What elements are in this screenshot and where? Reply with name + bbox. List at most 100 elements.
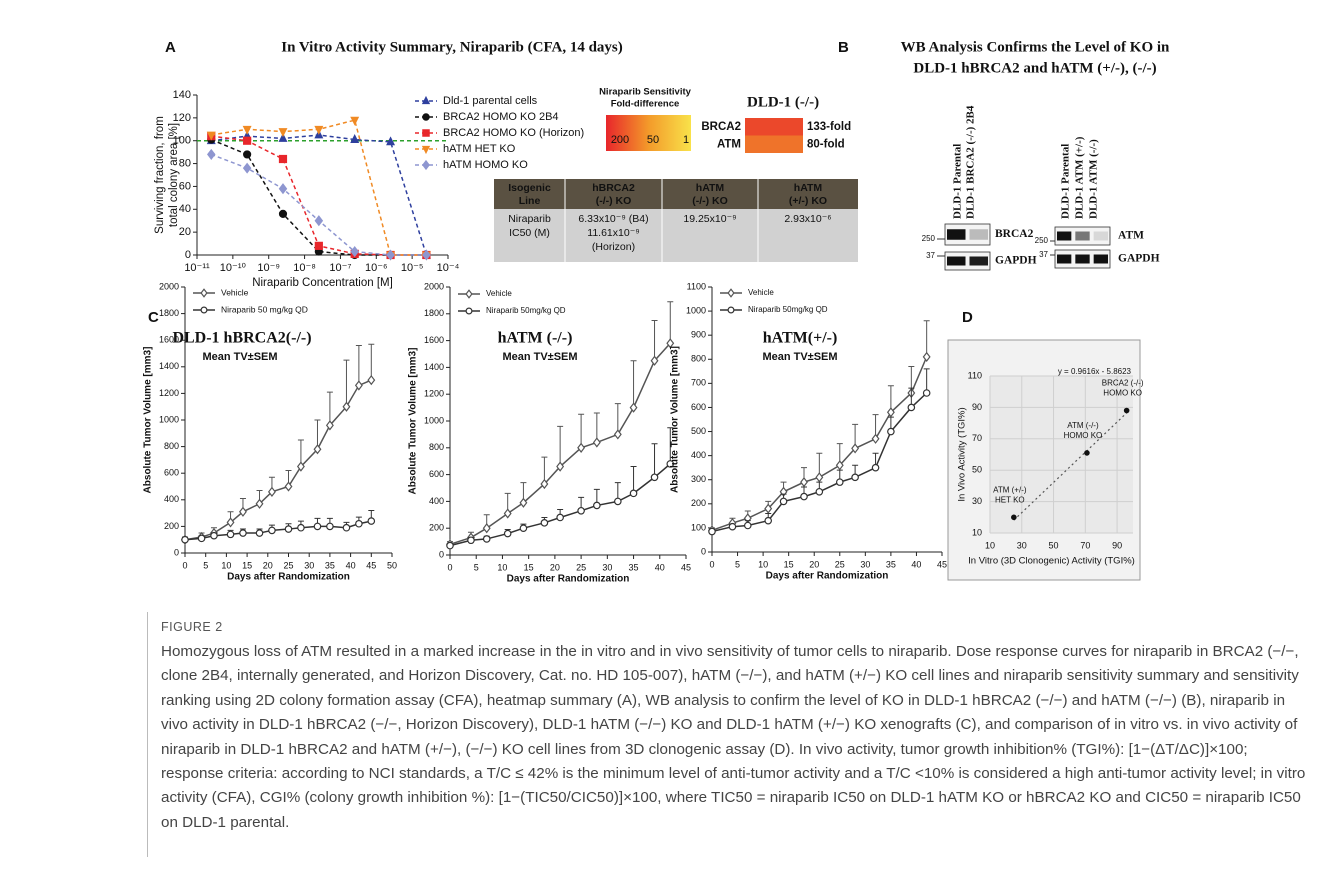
y-tick-label: 500 — [691, 426, 706, 436]
series-line — [211, 154, 426, 255]
marker — [615, 498, 621, 504]
marker — [765, 517, 771, 523]
table-cell: IC50 (M) — [509, 227, 550, 239]
x-tick-label: 15 — [524, 562, 534, 572]
band-label: GAPDH — [1118, 253, 1160, 265]
scale-tick: 50 — [647, 134, 659, 146]
marker — [244, 164, 251, 173]
series-line — [185, 380, 371, 540]
x-tick-label: 10 — [497, 562, 507, 572]
page: {"panel_labels":["A","B","C","D"], "char… — [0, 0, 1322, 878]
y-tick-label: 2000 — [424, 281, 444, 291]
marker — [780, 498, 786, 504]
y-tick-label: 40 — [179, 203, 191, 215]
x-axis-label: Days after Randomization — [766, 571, 889, 582]
lane-label: DLD-1 ATM (+/-) — [1074, 136, 1086, 219]
x-tick-label: 35 — [886, 559, 896, 569]
x-tick-label: 0 — [447, 562, 452, 572]
x-axis-label: Days after Randomization — [507, 574, 630, 585]
chart-subtitle: Mean TV±SEM — [202, 351, 277, 363]
y-tick-label: 1800 — [424, 308, 444, 318]
marker — [484, 524, 490, 532]
table-cell: 6.33x10⁻⁹ (B4) — [578, 213, 648, 225]
y-tick-label: 700 — [691, 378, 706, 388]
x-tick-label: 40 — [911, 559, 921, 569]
series-line — [712, 357, 927, 530]
point-label: ATM (-/-) — [1067, 421, 1099, 430]
marker — [504, 509, 510, 517]
marker — [244, 137, 251, 144]
y-tick-label: 30 — [972, 496, 982, 506]
chart-title: hATM (-/-) — [498, 330, 573, 347]
marker — [466, 290, 472, 297]
y-tick-label: 600 — [429, 469, 444, 479]
x-tick-label: 70 — [1080, 540, 1090, 550]
marker — [466, 308, 472, 314]
x-tick-label: 25 — [576, 562, 586, 572]
mw-marker: 250 — [922, 234, 936, 243]
panel-label: A — [165, 39, 176, 56]
y-tick-label: 800 — [429, 442, 444, 452]
marker — [541, 520, 547, 526]
y-tick-label: 800 — [691, 354, 706, 364]
chart-title: DLD-1 hBRCA2(-/-) — [172, 330, 311, 347]
heatmap-value-label: 80-fold — [807, 139, 845, 151]
y-tick-label: 50 — [972, 465, 982, 475]
legend-label: Vehicle — [748, 288, 774, 297]
x-tick-label: 10⁻⁵ — [401, 262, 424, 274]
point-label: ATM (+/-) — [993, 485, 1027, 494]
y-tick-label: 1200 — [159, 388, 179, 398]
x-tick-label: 0 — [709, 559, 714, 569]
marker — [279, 210, 286, 217]
y-tick-label: 1400 — [159, 361, 179, 371]
chart-title: hATM(+/-) — [763, 330, 838, 347]
legend-label: hATM HOMO KO — [443, 159, 528, 171]
x-tick-label: 45 — [937, 559, 947, 569]
x-tick-label: 5 — [203, 560, 208, 570]
x-tick-label: 30 — [860, 559, 870, 569]
marker — [356, 521, 362, 527]
point — [1124, 408, 1130, 414]
y-tick-label: 900 — [691, 330, 706, 340]
marker — [227, 531, 233, 537]
error-bar — [356, 346, 362, 386]
y-tick-label: 1600 — [424, 335, 444, 345]
y-tick-label: 80 — [179, 157, 191, 169]
marker — [908, 404, 914, 410]
y-tick-label: 400 — [164, 494, 179, 504]
y-axis-label: Surviving fraction, from — [154, 116, 166, 234]
marker — [368, 518, 374, 524]
marker — [709, 528, 715, 534]
lane-label: DLD-1 Parental — [952, 144, 964, 219]
marker — [240, 508, 246, 516]
marker — [327, 523, 333, 529]
marker — [816, 489, 822, 495]
blot-title: WB Analysis Confirms the Level of KO in — [901, 39, 1170, 55]
panel-label: C — [148, 309, 159, 326]
marker — [315, 242, 322, 249]
heatmap-cell — [745, 136, 803, 154]
x-tick-label: 10⁻¹⁰ — [220, 262, 247, 274]
marker — [578, 508, 584, 514]
x-tick-label: 40 — [346, 560, 356, 570]
table-cell: 19.25x10⁻⁹ — [683, 213, 736, 225]
y-tick-label: 100 — [691, 522, 706, 532]
table-header: Line — [519, 195, 541, 207]
y-tick-label: 90 — [972, 402, 982, 412]
legend-label: Niraparib 50 mg/kg QD — [221, 304, 308, 314]
y-tick-label: 110 — [968, 370, 982, 380]
marker — [423, 97, 429, 103]
marker — [279, 129, 286, 136]
marker — [872, 464, 878, 470]
y-tick-label: 140 — [173, 89, 191, 101]
x-tick-label: 10 — [985, 540, 995, 550]
marker — [201, 307, 207, 313]
x-axis-label: In Vitro (3D Clonogenic) Activity (TGI%) — [968, 556, 1135, 567]
y-tick-label: 0 — [174, 547, 179, 557]
marker — [256, 530, 262, 536]
marker — [423, 161, 429, 169]
heatmap-row-label: BRCA2 — [701, 121, 741, 133]
marker — [201, 289, 207, 296]
y-tick-label: 60 — [179, 180, 191, 192]
